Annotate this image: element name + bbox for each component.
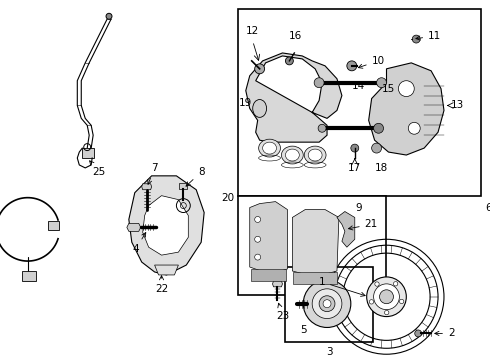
Polygon shape xyxy=(179,183,187,189)
Circle shape xyxy=(319,296,335,312)
Polygon shape xyxy=(246,53,342,142)
Circle shape xyxy=(255,236,261,242)
Circle shape xyxy=(408,122,420,134)
Circle shape xyxy=(323,300,331,308)
Circle shape xyxy=(367,277,406,316)
Circle shape xyxy=(351,144,359,152)
Text: 2: 2 xyxy=(435,328,455,338)
Text: 14: 14 xyxy=(352,81,366,91)
Text: 8: 8 xyxy=(186,167,204,186)
Circle shape xyxy=(255,254,261,260)
Polygon shape xyxy=(127,224,141,231)
Text: 9: 9 xyxy=(355,203,362,212)
Text: 18: 18 xyxy=(375,163,388,173)
Bar xyxy=(82,148,94,158)
Text: 4: 4 xyxy=(132,233,146,254)
Text: 22: 22 xyxy=(155,276,168,294)
Polygon shape xyxy=(143,196,188,255)
Circle shape xyxy=(255,64,265,74)
Ellipse shape xyxy=(259,139,280,157)
Bar xyxy=(285,267,372,342)
Text: 10: 10 xyxy=(358,56,385,68)
Circle shape xyxy=(318,124,326,132)
Polygon shape xyxy=(368,63,444,155)
Ellipse shape xyxy=(253,99,267,117)
Text: 24: 24 xyxy=(0,359,1,360)
Circle shape xyxy=(106,13,112,19)
Text: 23: 23 xyxy=(276,303,289,321)
Polygon shape xyxy=(250,202,288,274)
Ellipse shape xyxy=(263,142,276,154)
Text: 12: 12 xyxy=(246,26,259,36)
Ellipse shape xyxy=(281,146,303,164)
Circle shape xyxy=(398,81,414,96)
Circle shape xyxy=(347,61,357,71)
Text: 20: 20 xyxy=(221,193,235,203)
Circle shape xyxy=(373,123,384,133)
Circle shape xyxy=(285,57,294,65)
Polygon shape xyxy=(129,176,204,275)
Circle shape xyxy=(415,330,422,337)
Text: 13: 13 xyxy=(451,100,465,111)
Circle shape xyxy=(393,282,398,286)
Polygon shape xyxy=(272,281,282,287)
Circle shape xyxy=(371,143,382,153)
Bar xyxy=(294,272,337,284)
Circle shape xyxy=(375,282,379,286)
Text: 17: 17 xyxy=(348,163,362,173)
Polygon shape xyxy=(142,184,151,190)
Circle shape xyxy=(303,280,351,328)
Text: 16: 16 xyxy=(289,31,302,41)
Bar xyxy=(48,221,59,230)
Circle shape xyxy=(377,78,387,87)
Polygon shape xyxy=(293,210,339,277)
Polygon shape xyxy=(155,265,178,275)
Text: 25: 25 xyxy=(90,161,106,177)
Text: 6: 6 xyxy=(485,203,490,212)
Text: 5: 5 xyxy=(300,325,307,336)
Circle shape xyxy=(312,289,342,319)
Polygon shape xyxy=(337,212,355,247)
Circle shape xyxy=(399,299,404,303)
Circle shape xyxy=(369,300,374,304)
Text: 15: 15 xyxy=(382,84,395,94)
Circle shape xyxy=(380,290,393,304)
Text: 7: 7 xyxy=(147,163,158,184)
Circle shape xyxy=(255,216,261,222)
Ellipse shape xyxy=(285,149,299,161)
Text: 11: 11 xyxy=(416,31,441,41)
Ellipse shape xyxy=(308,149,322,161)
Bar xyxy=(251,269,287,281)
Circle shape xyxy=(314,78,324,87)
Circle shape xyxy=(412,35,420,43)
Text: 3: 3 xyxy=(326,347,332,357)
Text: 19: 19 xyxy=(239,98,252,108)
Text: 21: 21 xyxy=(348,219,378,230)
Bar xyxy=(22,271,36,281)
Ellipse shape xyxy=(304,146,326,164)
Bar xyxy=(238,9,481,196)
Circle shape xyxy=(373,284,399,310)
Text: 1: 1 xyxy=(318,277,365,296)
Circle shape xyxy=(385,310,389,315)
Bar xyxy=(238,196,387,295)
